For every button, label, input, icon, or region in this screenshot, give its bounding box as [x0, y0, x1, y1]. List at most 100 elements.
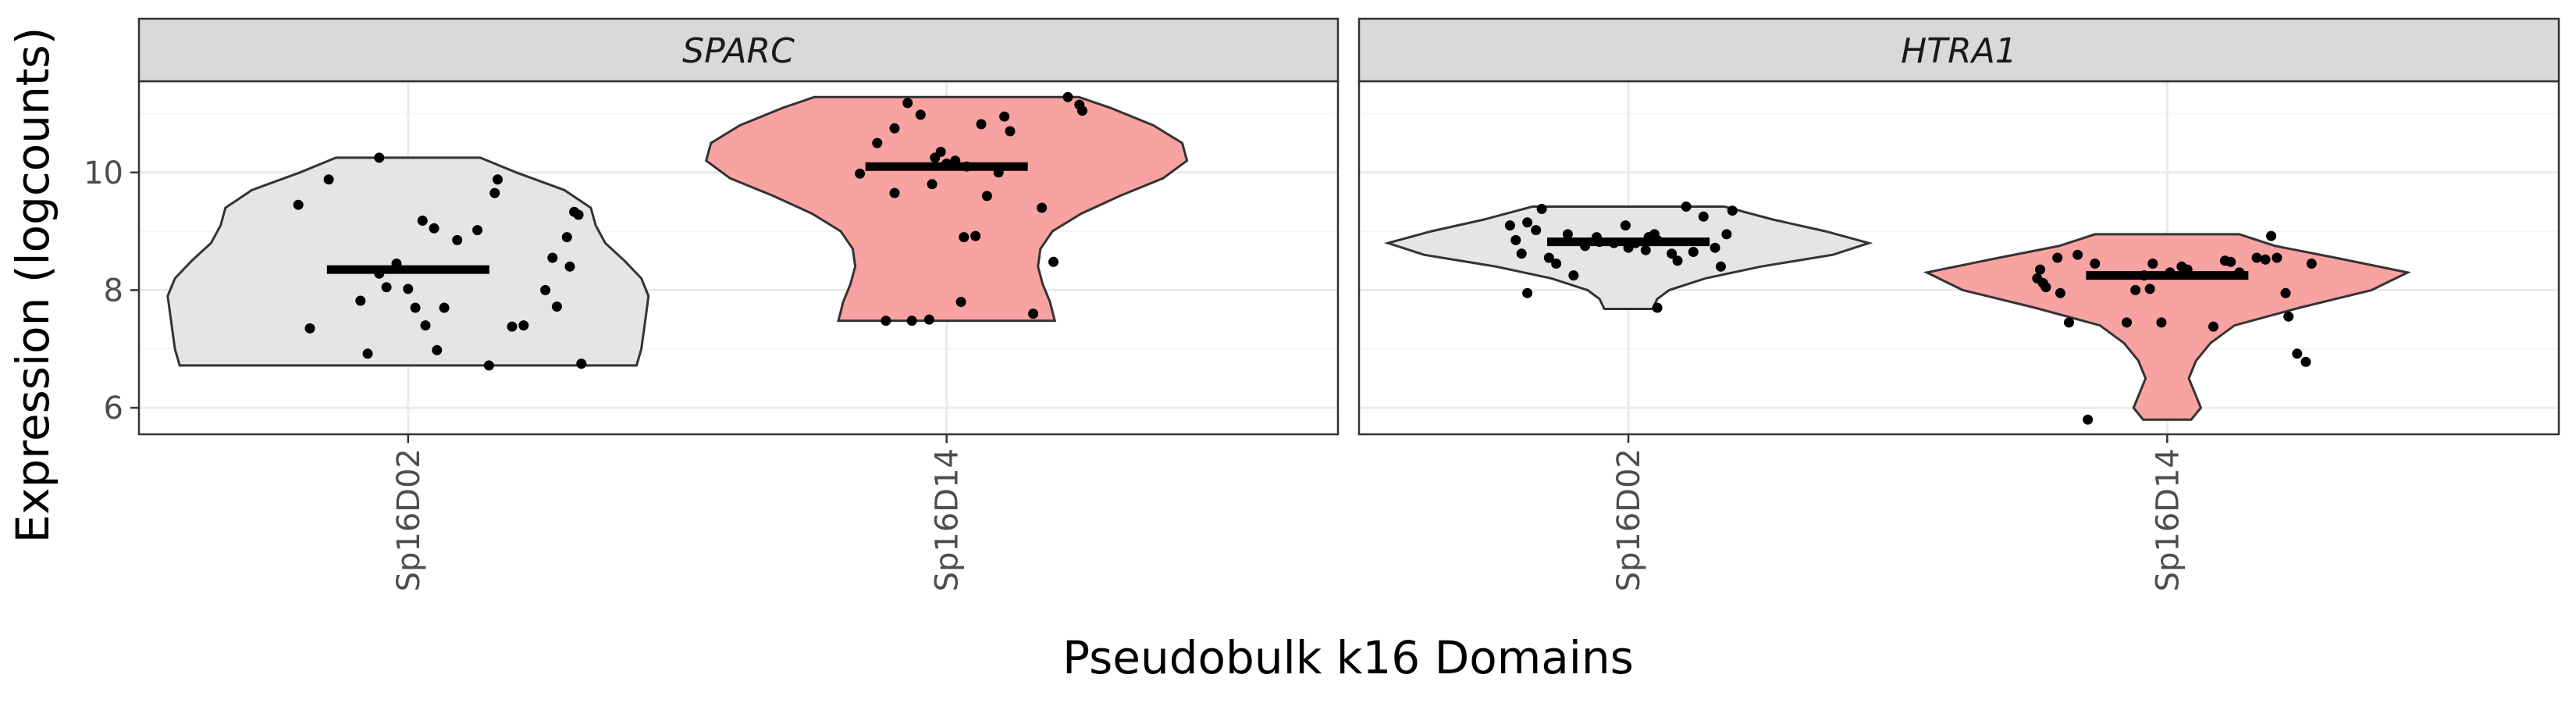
data-point: [927, 179, 938, 190]
data-point: [1048, 256, 1059, 267]
x-tick-label: Sp16D02: [391, 448, 427, 591]
data-point: [561, 232, 572, 243]
facet-strip-label: SPARC: [682, 31, 795, 71]
data-point: [935, 146, 946, 157]
data-point: [493, 174, 503, 185]
data-point: [999, 111, 1010, 122]
data-point: [1698, 211, 1709, 222]
data-point: [1562, 229, 1573, 240]
data-point: [915, 109, 926, 120]
data-point: [452, 234, 463, 245]
data-point: [2073, 249, 2083, 260]
data-point: [417, 216, 428, 226]
data-point: [923, 314, 934, 325]
data-point: [576, 359, 587, 369]
data-point: [410, 302, 421, 313]
violin-group-sp16d14: [1923, 230, 2411, 425]
data-point: [2035, 264, 2045, 275]
data-point: [889, 187, 900, 198]
data-point: [429, 223, 439, 234]
data-point: [955, 297, 966, 307]
data-point: [1688, 247, 1699, 257]
x-axis-title: Pseudobulk k16 Domains: [1062, 631, 1634, 684]
data-point: [569, 206, 580, 217]
data-point: [2130, 284, 2141, 295]
data-point: [1005, 126, 1016, 137]
facet-strip-label: HTRA1: [1901, 31, 2017, 71]
data-point: [374, 152, 385, 163]
data-point: [2144, 284, 2155, 294]
violin-htra1-sp16d02: [1383, 205, 1873, 310]
data-point: [362, 348, 373, 359]
data-point: [1510, 234, 1521, 245]
panel-htra1: HTRA1 Sp16D02 Sp16D14: [1357, 17, 2560, 591]
data-point: [1531, 225, 1542, 236]
data-point: [439, 302, 450, 313]
data-point: [355, 295, 366, 306]
violin-group-sp16d14: [704, 91, 1189, 327]
data-point: [1551, 259, 1562, 269]
data-point: [2300, 356, 2311, 367]
data-point: [1667, 248, 1678, 259]
data-point: [1568, 270, 1579, 281]
data-point: [889, 123, 900, 134]
data-point: [432, 344, 443, 355]
facet-strip: [1357, 17, 2560, 83]
data-point: [2272, 252, 2282, 263]
data-point: [472, 225, 483, 236]
data-point: [547, 252, 558, 263]
data-point: [2041, 282, 2051, 293]
data-point: [420, 320, 431, 331]
data-point: [293, 199, 304, 210]
panel-sparc: SPARC Sp16D02 Sp16D14 6 8 10: [84, 17, 1340, 591]
y-tick-label: 6: [104, 391, 123, 426]
data-point: [1672, 255, 1683, 266]
x-tick-label: Sp16D14: [2150, 448, 2186, 591]
data-point: [1543, 252, 1554, 263]
violin-sparc-sp16d14: [704, 95, 1189, 323]
data-point: [1710, 242, 1720, 253]
data-point: [381, 282, 392, 293]
data-point: [2306, 259, 2317, 269]
data-point: [2266, 230, 2276, 241]
data-point: [2156, 317, 2167, 328]
data-point: [2122, 317, 2132, 328]
data-point: [2147, 259, 2158, 269]
data-point: [2083, 414, 2094, 425]
data-point: [2052, 252, 2063, 263]
data-point: [1037, 202, 1048, 213]
data-point: [902, 98, 913, 109]
y-tick-label: 10: [84, 155, 123, 191]
facet-strip: [137, 17, 1340, 83]
data-point: [1727, 205, 1738, 216]
data-point: [970, 230, 981, 241]
violin-group-sp16d02: [1383, 202, 1873, 313]
data-point: [518, 320, 529, 331]
data-point: [872, 137, 883, 148]
data-point: [2283, 311, 2294, 322]
data-point: [1640, 244, 1651, 255]
data-point: [483, 360, 494, 371]
data-point: [976, 119, 987, 130]
data-point: [2064, 317, 2074, 328]
x-tick-label: Sp16D14: [930, 448, 966, 591]
x-tick-label: Sp16D02: [1611, 448, 1647, 591]
y-tick-label: 8: [104, 273, 123, 309]
data-point: [2292, 348, 2303, 359]
data-point: [304, 323, 315, 334]
data-point: [1504, 220, 1515, 231]
panels-layer: SPARC Sp16D02 Sp16D14 6 8 10 HTRA1 Sp16D02 Sp16D…: [84, 17, 2560, 591]
violin-group-sp16d02: [166, 152, 650, 371]
data-point: [881, 316, 891, 327]
data-point: [959, 232, 970, 243]
data-point: [2280, 287, 2291, 298]
data-point: [1522, 217, 1533, 228]
data-point: [1620, 220, 1631, 231]
data-point: [2208, 321, 2218, 332]
data-point: [855, 168, 866, 179]
y-axis-title: Expression (logcounts): [6, 27, 59, 544]
data-point: [1652, 302, 1663, 313]
data-point: [1681, 202, 1692, 212]
data-point: [551, 302, 562, 312]
